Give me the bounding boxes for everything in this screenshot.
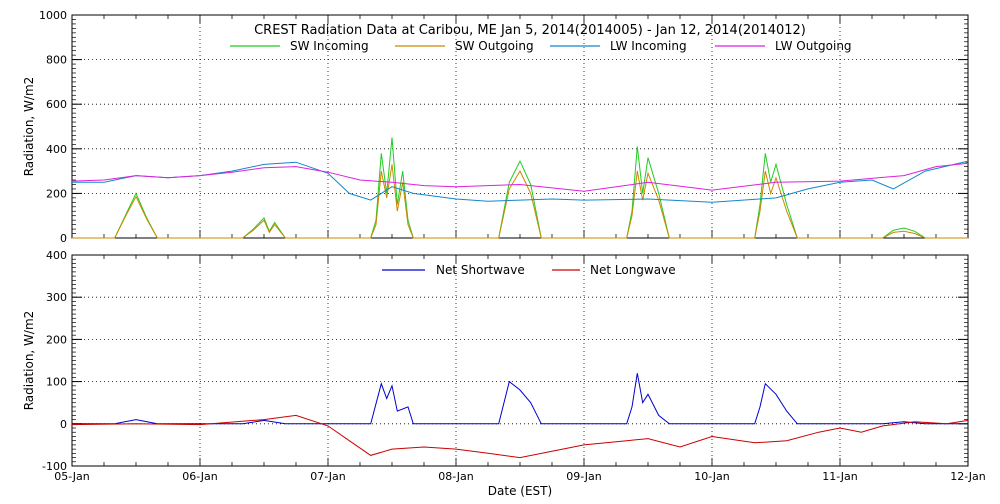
chart-title: CREST Radiation Data at Caribou, ME Jan … bbox=[254, 23, 806, 38]
y-tick-label: 1000 bbox=[39, 9, 67, 22]
x-tick-label: 06-Jan bbox=[182, 470, 218, 483]
y-tick-label: 0 bbox=[60, 232, 67, 245]
x-tick-label: 09-Jan bbox=[566, 470, 602, 483]
series-line-net-longwave bbox=[71, 414, 969, 459]
panel-2: -100 0 100 200 300 400 Radiation, W/m2 Net Shor… bbox=[22, 249, 986, 498]
x-tick-label: 12-Jan bbox=[950, 470, 986, 483]
legend-label: Net Longwave bbox=[590, 263, 676, 277]
y-tick-label: 200 bbox=[46, 187, 67, 200]
y-axis-label: Radiation, W/m2 bbox=[22, 77, 36, 177]
legend-label: Net Shortwave bbox=[436, 263, 525, 277]
x-tick-label: 05-Jan bbox=[54, 470, 90, 483]
legend-label: LW Incoming bbox=[610, 39, 687, 53]
series-line-sw-incoming bbox=[72, 137, 968, 239]
x-tick-label: 10-Jan bbox=[694, 470, 730, 483]
y-tick-label: 0 bbox=[60, 418, 67, 431]
y-tick-label: -100 bbox=[42, 460, 67, 473]
series-line-lw-outgoing bbox=[71, 162, 969, 192]
panel-1: 0 200 400 600 800 1000 Radiation, W/m2 CREST Ra… bbox=[22, 9, 969, 245]
y-tick-label: 300 bbox=[46, 291, 67, 304]
y-tick-label: 600 bbox=[46, 98, 67, 111]
series-line-sw-outgoing bbox=[72, 164, 968, 239]
x-tick-label: 08-Jan bbox=[438, 470, 474, 483]
y-tick-label: 800 bbox=[46, 54, 67, 67]
x-tick-label: 07-Jan bbox=[310, 470, 346, 483]
legend-label: LW Outgoing bbox=[775, 39, 852, 53]
y-axis-label: Radiation, W/m2 bbox=[22, 311, 36, 411]
series-line-net-shortwave bbox=[72, 373, 968, 425]
y-tick-label: 200 bbox=[46, 333, 67, 346]
y-tick-label: 400 bbox=[46, 249, 67, 262]
x-tick-label: 11-Jan bbox=[822, 470, 858, 483]
legend-label: SW Incoming bbox=[290, 39, 369, 53]
x-axis-label: Date (EST) bbox=[488, 484, 552, 498]
y-tick-label: 100 bbox=[46, 376, 67, 389]
legend-label: SW Outgoing bbox=[455, 39, 534, 53]
plot-frame bbox=[71, 254, 969, 467]
y-tick-label: 400 bbox=[46, 143, 67, 156]
